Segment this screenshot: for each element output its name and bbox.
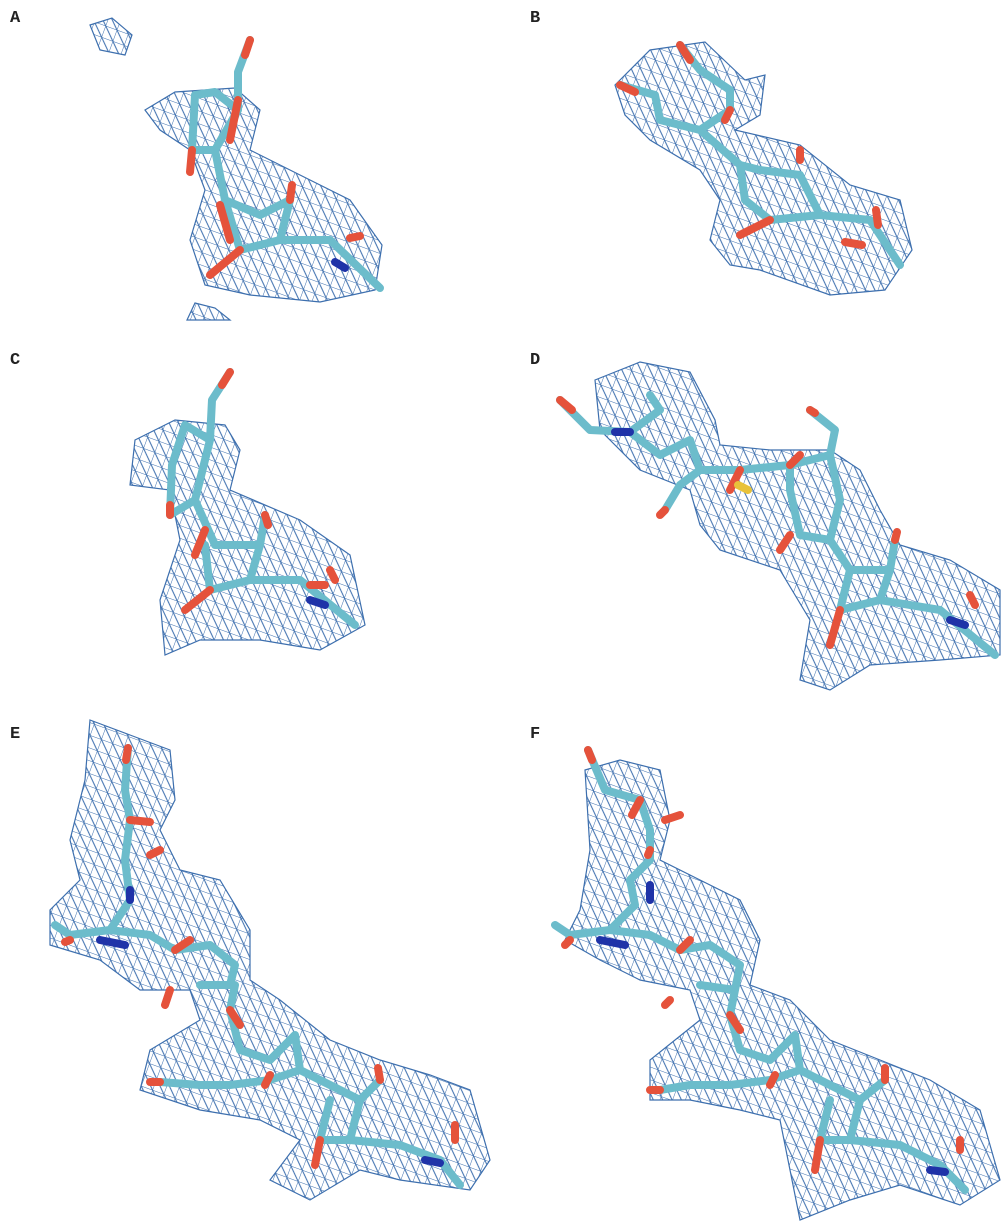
molecule-shape xyxy=(310,600,325,605)
panel-a: A xyxy=(10,9,382,320)
molecule-shape xyxy=(187,303,230,320)
molecule-shape xyxy=(90,18,132,55)
panel-f: F xyxy=(530,725,1000,1220)
panel-label: A xyxy=(10,9,21,28)
panel-label: B xyxy=(530,9,540,28)
panel-label: C xyxy=(10,351,20,370)
panel-label: F xyxy=(530,725,540,744)
panel-label: D xyxy=(530,351,540,370)
panel-label: E xyxy=(10,725,20,744)
panel-d: D xyxy=(530,351,1000,690)
molecule-shape xyxy=(565,760,1000,1220)
panel-c: C xyxy=(10,351,365,655)
molecule-shape xyxy=(738,485,748,490)
molecule-shape xyxy=(335,262,345,268)
panel-b: B xyxy=(530,9,912,295)
figure: A B C D E F xyxy=(0,0,1005,1232)
molecule-shape xyxy=(130,420,365,655)
molecule-shape xyxy=(50,720,490,1200)
panel-e: E xyxy=(10,720,490,1200)
